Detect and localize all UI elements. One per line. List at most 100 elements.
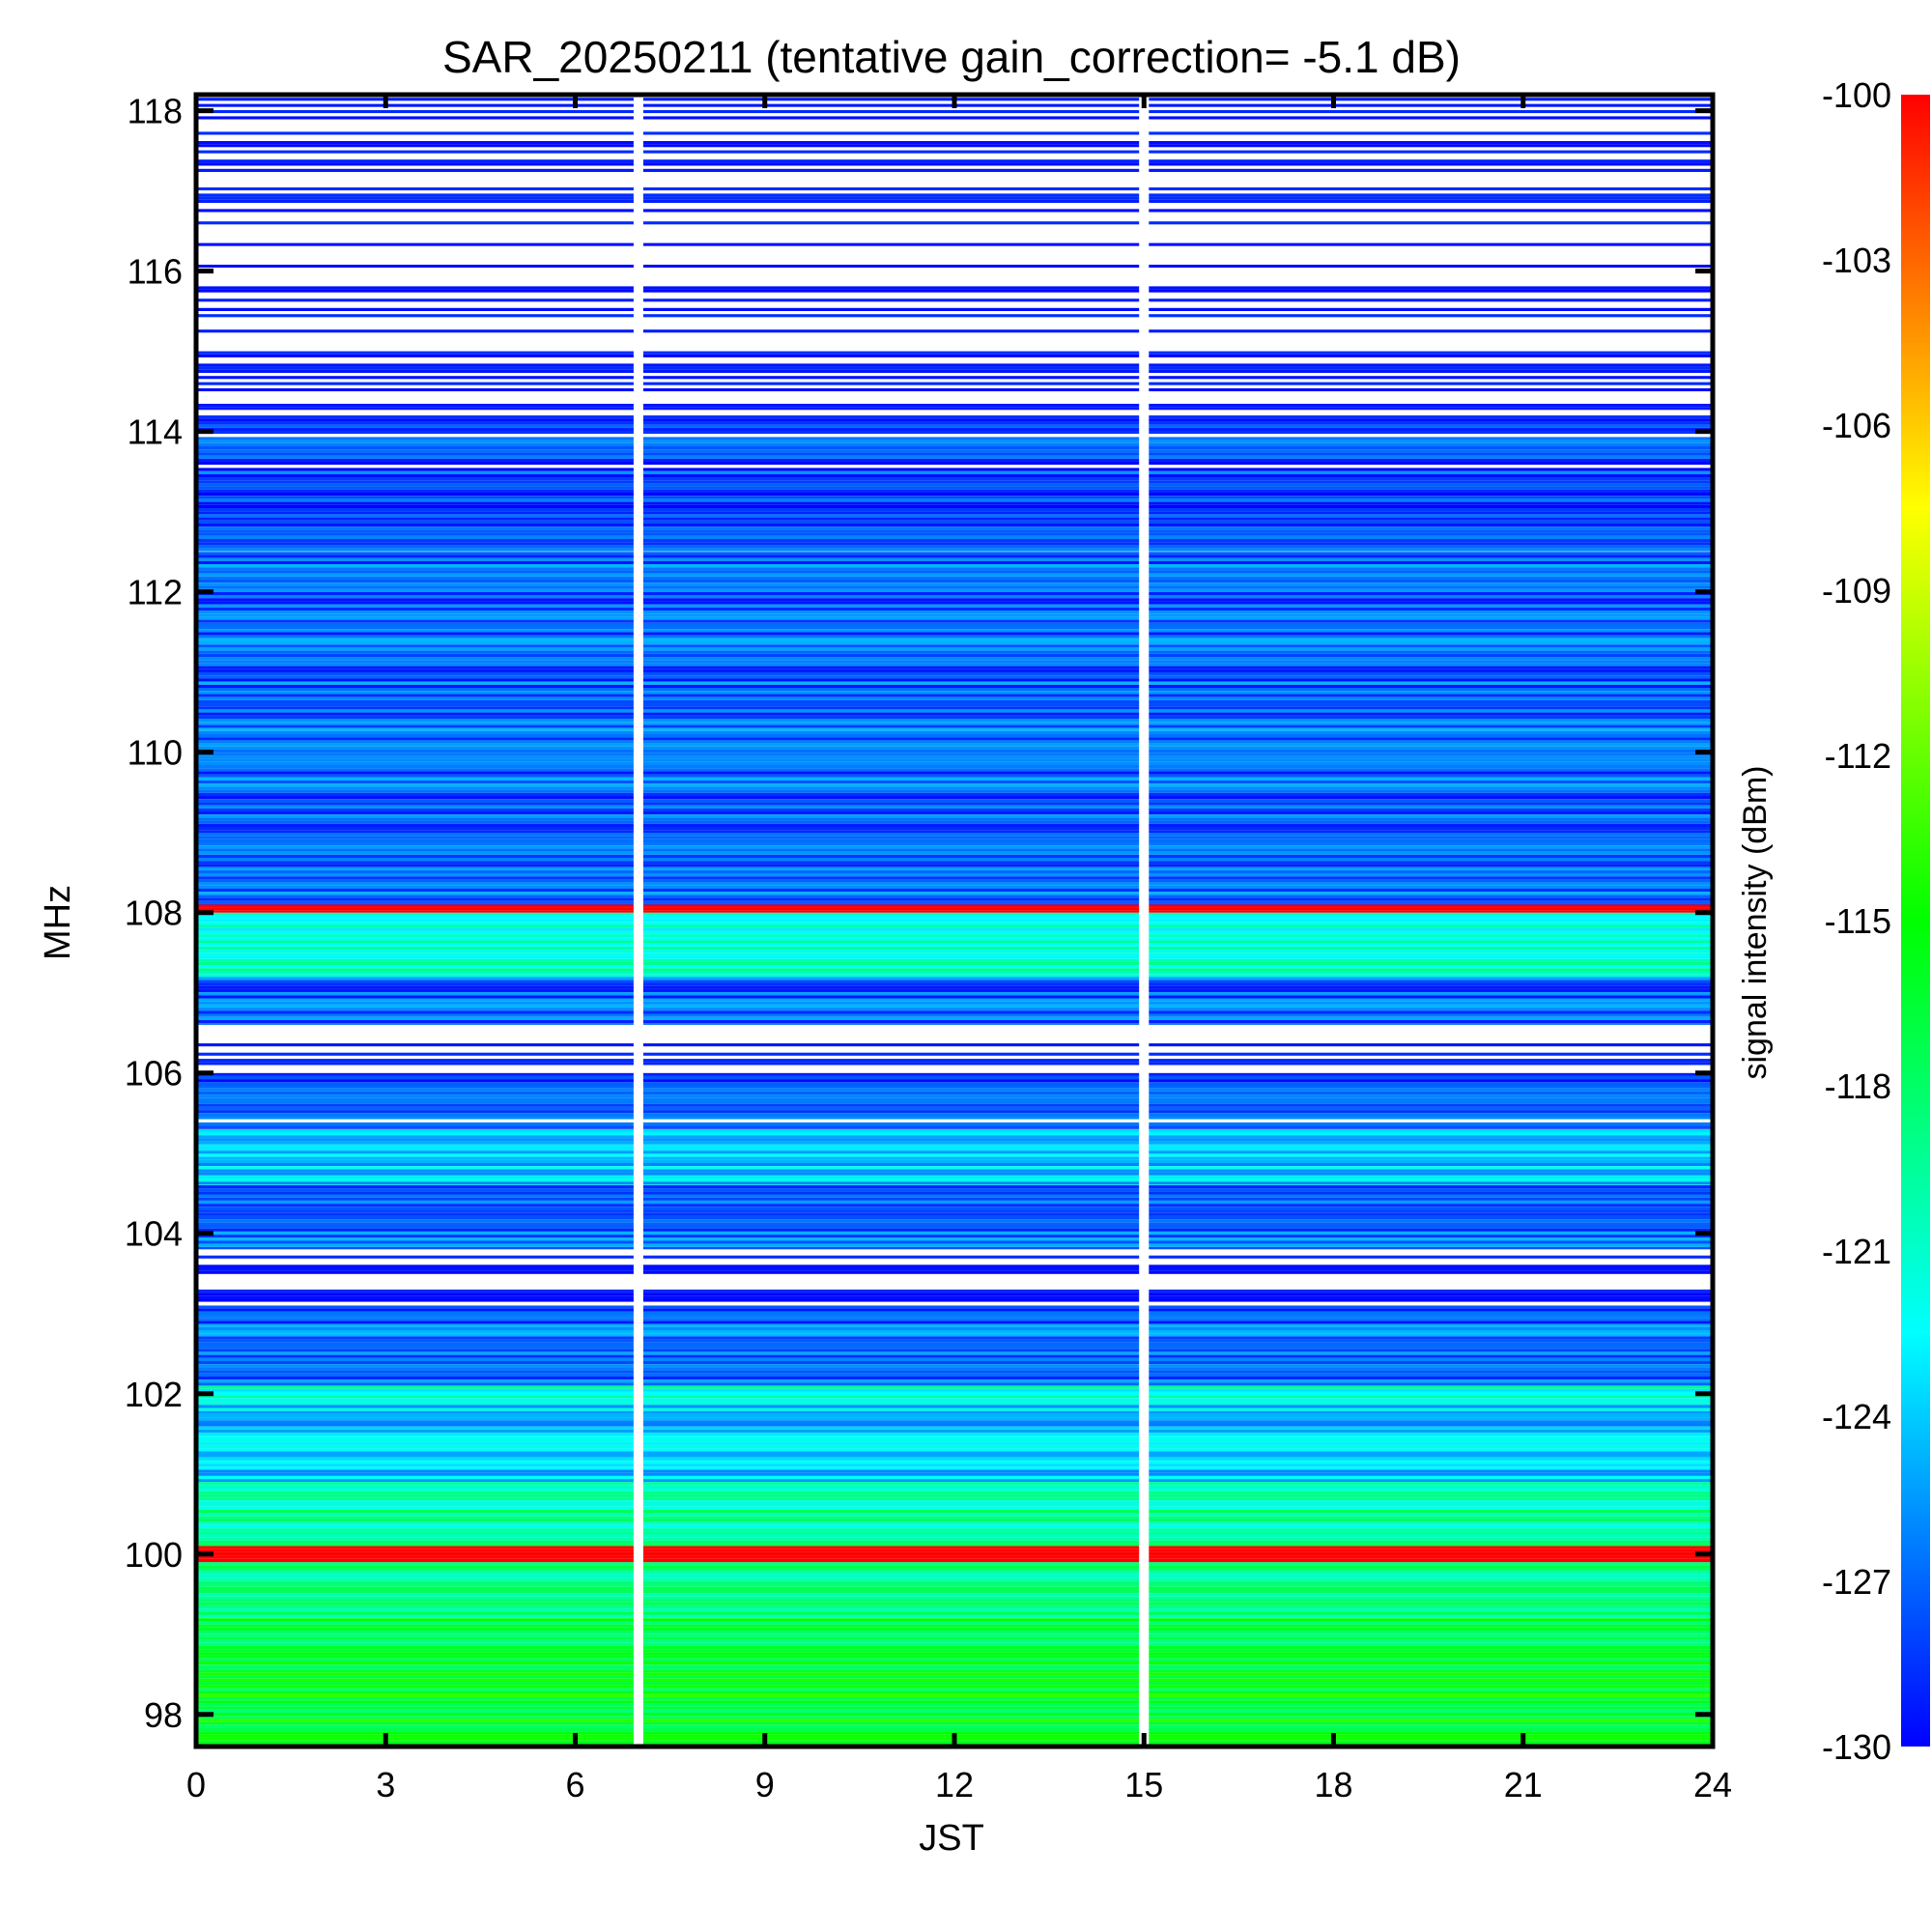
heatmap-row xyxy=(642,1685,1140,1689)
heatmap-row xyxy=(1149,1491,1714,1494)
heatmap-row xyxy=(196,858,634,862)
heatmap-row xyxy=(1149,1304,1714,1306)
heatmap-row xyxy=(1149,1441,1714,1445)
heatmap-row xyxy=(642,1240,1140,1244)
heatmap-row xyxy=(196,1599,634,1603)
heatmap-row xyxy=(196,1373,634,1377)
heatmap-row xyxy=(196,740,634,744)
heatmap-row xyxy=(1149,1482,1714,1486)
heatmap-row xyxy=(1149,1055,1714,1060)
heatmap-row xyxy=(196,774,634,778)
heatmap-row xyxy=(642,1417,1140,1421)
heatmap-row xyxy=(1149,765,1714,769)
heatmap-row xyxy=(1149,734,1714,738)
heatmap-row xyxy=(196,601,634,605)
heatmap-row xyxy=(642,755,1140,759)
heatmap-row xyxy=(1149,761,1714,765)
heatmap-row xyxy=(196,1479,634,1483)
heatmap-row xyxy=(642,635,1140,639)
heatmap-row xyxy=(196,1685,634,1689)
heatmap-row xyxy=(1149,548,1714,552)
heatmap-row xyxy=(196,694,634,697)
heatmap-row xyxy=(642,1534,1140,1538)
heatmap-row xyxy=(196,1043,634,1047)
heatmap-row xyxy=(196,974,634,978)
heatmap-row xyxy=(642,1016,1140,1020)
heatmap-row xyxy=(1149,314,1714,318)
heatmap-row xyxy=(1149,626,1714,630)
heatmap-row xyxy=(1149,882,1714,886)
heatmap-row xyxy=(1149,598,1714,602)
heatmap-row xyxy=(196,885,634,889)
heatmap-row xyxy=(196,1546,634,1549)
heatmap-row xyxy=(1149,1618,1714,1622)
heatmap-row xyxy=(196,1019,634,1024)
heatmap-row xyxy=(1149,1264,1714,1268)
heatmap-row xyxy=(642,1286,1140,1290)
heatmap-row xyxy=(196,1240,634,1244)
heatmap-row xyxy=(196,317,634,321)
heatmap-row xyxy=(1149,489,1714,493)
heatmap-row xyxy=(1149,307,1714,311)
heatmap-row xyxy=(196,1326,634,1330)
heatmap-row xyxy=(642,737,1140,741)
heatmap-row xyxy=(1149,351,1714,355)
heatmap-row xyxy=(1149,1163,1714,1167)
heatmap-row xyxy=(1149,1016,1714,1020)
heatmap-row xyxy=(642,1001,1140,1005)
heatmap-row xyxy=(642,1293,1140,1296)
heatmap-row xyxy=(1149,1540,1714,1545)
heatmap-row xyxy=(196,1433,634,1436)
heatmap-row xyxy=(196,848,634,852)
heatmap-row xyxy=(196,1013,634,1017)
heatmap-row xyxy=(642,833,1140,837)
heatmap-row xyxy=(196,418,634,422)
heatmap-row xyxy=(196,1703,634,1707)
heatmap-row xyxy=(196,1159,634,1163)
heatmap-row xyxy=(1149,1420,1714,1424)
heatmap-row xyxy=(642,304,1140,308)
heatmap-row xyxy=(196,657,634,661)
heatmap-row xyxy=(196,520,634,524)
heatmap-row xyxy=(1149,833,1714,837)
heatmap-row xyxy=(1149,1385,1714,1389)
heatmap-row xyxy=(642,557,1140,561)
heatmap-row xyxy=(196,1521,634,1525)
heatmap-row xyxy=(196,635,634,639)
heatmap-row xyxy=(196,311,634,315)
heatmap-row xyxy=(642,1398,1140,1402)
heatmap-row xyxy=(1149,1555,1714,1559)
heatmap-row xyxy=(642,910,1140,913)
heatmap-row xyxy=(1149,1231,1714,1236)
heatmap-row xyxy=(1149,1521,1714,1525)
heatmap-row xyxy=(642,750,1140,753)
heatmap-row xyxy=(1149,1156,1714,1160)
heatmap-row xyxy=(642,1605,1140,1609)
heatmap-row xyxy=(642,1568,1140,1572)
heatmap-row xyxy=(1149,915,1714,920)
heatmap-row xyxy=(196,706,634,710)
heatmap-row xyxy=(1149,823,1714,827)
heatmap-row xyxy=(642,1602,1140,1605)
heatmap-row xyxy=(1149,867,1714,870)
heatmap-row xyxy=(642,449,1140,453)
heatmap-row xyxy=(196,103,634,107)
heatmap-row xyxy=(1149,1357,1714,1361)
heatmap-row xyxy=(196,653,634,657)
heatmap-row xyxy=(196,1079,634,1083)
heatmap-row xyxy=(1149,1433,1714,1436)
heatmap-row xyxy=(196,1466,634,1470)
heatmap-row xyxy=(642,1023,1140,1025)
heatmap-row xyxy=(642,1631,1140,1634)
heatmap-row xyxy=(642,363,1140,367)
heatmap-row xyxy=(642,1420,1140,1424)
heatmap-row xyxy=(1149,1655,1714,1659)
heatmap-row xyxy=(196,162,634,166)
heatmap-row xyxy=(642,1336,1140,1340)
heatmap-row xyxy=(1149,675,1714,679)
heatmap-row xyxy=(642,1531,1140,1535)
frequency-band xyxy=(196,1402,1714,1483)
heatmap-row xyxy=(642,1608,1140,1612)
heatmap-row xyxy=(196,1277,634,1281)
heatmap-row xyxy=(1149,1602,1714,1605)
